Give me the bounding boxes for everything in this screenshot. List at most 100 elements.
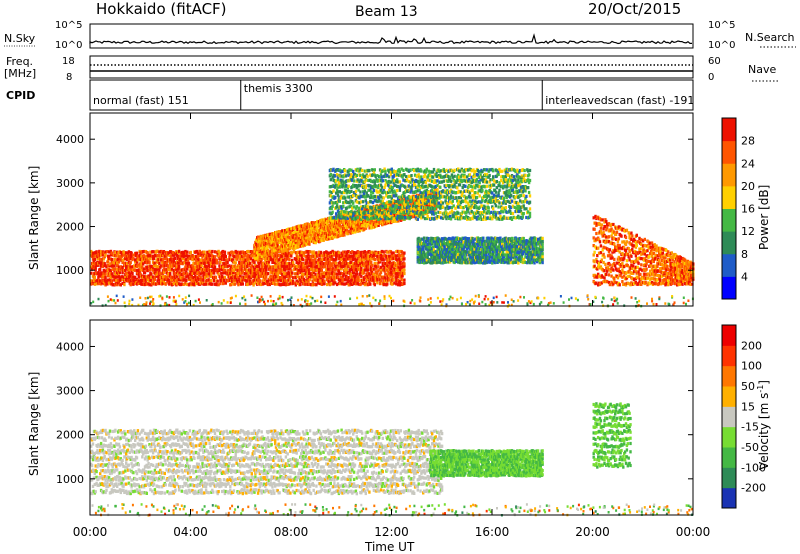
echo-cell <box>382 196 385 200</box>
echo-cell <box>361 205 365 209</box>
echo-cell <box>373 257 376 262</box>
echo-cell <box>320 254 323 258</box>
echo-cell <box>351 226 354 230</box>
echo-cell <box>358 254 361 259</box>
echo-cell <box>161 253 165 257</box>
echo-cell <box>354 230 357 234</box>
echo-cell <box>346 278 349 282</box>
echo-cell <box>334 281 337 285</box>
echo-cell <box>362 277 366 281</box>
echo-cell <box>331 249 334 253</box>
echo-cell <box>269 268 272 272</box>
echo-cell <box>261 238 264 242</box>
echo-cell <box>386 250 389 254</box>
echo-cell <box>149 254 152 258</box>
echo-cell <box>393 202 396 206</box>
echo-cell <box>334 272 337 276</box>
echo-cell <box>296 227 299 231</box>
echo-cell <box>360 219 363 223</box>
echo-cell <box>210 271 213 276</box>
echo-cell <box>326 282 329 287</box>
echo-cell <box>359 271 362 275</box>
freq-unit: [MHz] <box>4 67 36 80</box>
echo-cell <box>94 265 97 269</box>
echo-cell <box>427 199 430 203</box>
echo-cell <box>116 283 119 287</box>
echo-cell <box>392 278 395 282</box>
echo-cell <box>377 223 380 227</box>
echo-cell <box>167 267 170 271</box>
echo-cell <box>117 257 121 261</box>
echo-cell <box>338 223 342 227</box>
echo-cell <box>274 271 278 275</box>
echo-cell <box>221 271 225 275</box>
echo-cell <box>115 278 118 283</box>
echo-cell <box>297 237 300 242</box>
echo-cell <box>102 268 105 272</box>
echo-cell <box>124 275 127 279</box>
echo-cell <box>369 274 372 278</box>
echo-cell <box>256 275 259 279</box>
echo-cell <box>121 258 124 262</box>
echo-cell <box>241 261 244 265</box>
echo-cell <box>347 250 350 254</box>
echo-cell <box>124 256 127 261</box>
echo-cell <box>395 282 398 286</box>
echo-cell <box>274 278 277 282</box>
echo-cell <box>331 204 334 208</box>
echo-cell <box>177 254 180 259</box>
echo-cell <box>182 271 185 275</box>
echo-cell <box>257 265 261 269</box>
echo-cell <box>278 261 281 266</box>
echo-cell <box>211 269 214 273</box>
echo-cell <box>275 230 279 234</box>
echo-cell <box>387 254 391 258</box>
echo-cell <box>301 224 305 228</box>
echo-cell <box>155 260 158 264</box>
echo-cell <box>209 253 212 257</box>
echo-cell <box>398 188 402 192</box>
echo-cell <box>161 257 165 261</box>
echo-cell <box>312 231 316 235</box>
echo-cell <box>387 278 391 282</box>
echo-cell <box>275 235 279 239</box>
echo-cell <box>300 272 304 276</box>
echo-cell <box>98 282 101 286</box>
echo-cell <box>170 267 174 271</box>
echo-cell <box>221 274 224 279</box>
echo-cell <box>153 261 157 265</box>
echo-cell <box>107 274 110 278</box>
echo-cell <box>382 250 385 254</box>
echo-cell <box>352 175 355 179</box>
echo-cell <box>232 271 236 275</box>
echo-cell <box>227 268 230 272</box>
echo-cell <box>399 262 402 266</box>
echo-cell <box>291 276 295 280</box>
echo-cell <box>106 282 109 286</box>
echo-cell <box>317 253 320 257</box>
echo-cell <box>329 250 332 255</box>
echo-cell <box>317 261 320 265</box>
echo-cell <box>199 281 202 285</box>
echo-cell <box>263 240 266 244</box>
echo-cell <box>152 264 156 268</box>
echo-cell <box>196 268 200 272</box>
echo-cell <box>403 251 406 255</box>
echo-cell <box>404 216 407 220</box>
echo-cell <box>236 279 239 283</box>
echo-cell <box>345 228 349 232</box>
echo-cell <box>212 261 215 265</box>
echo-cell <box>146 278 149 282</box>
echo-cell <box>100 281 104 285</box>
echo-cell <box>187 254 191 259</box>
nsky-strip: N.Sky 10^5 10^0 10^5 10^0 N.Search <box>4 20 796 51</box>
echo-cell <box>149 267 152 271</box>
echo-cell <box>410 174 413 178</box>
echo-cell <box>331 233 334 237</box>
echo-cell <box>195 277 198 282</box>
echo-cell <box>339 271 342 275</box>
echo-cell <box>394 199 397 203</box>
echo-cell <box>388 203 391 207</box>
echo-cell <box>157 258 160 262</box>
echo-cell <box>318 236 322 240</box>
